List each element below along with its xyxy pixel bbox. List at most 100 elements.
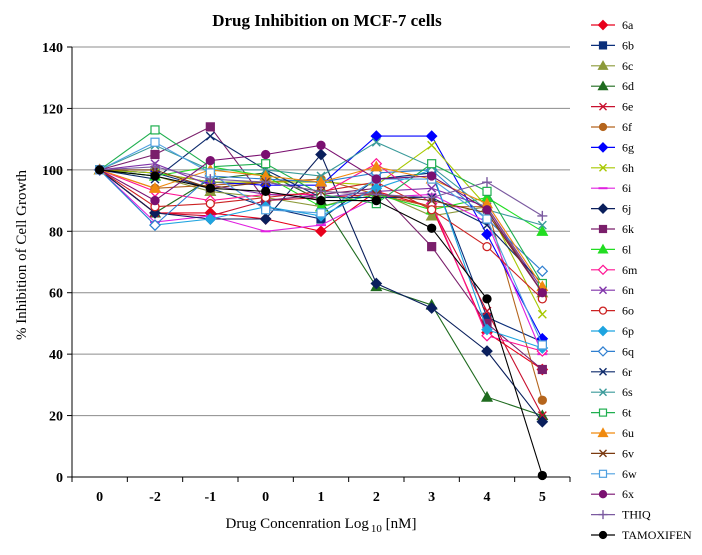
legend-marker <box>597 243 609 254</box>
legend-label: 6j <box>622 202 631 216</box>
legend-entry-6s: 6s <box>591 385 633 399</box>
legend-marker <box>597 142 609 153</box>
series-6g <box>93 130 549 345</box>
y-tick-label: 0 <box>56 471 63 486</box>
legend-marker <box>599 102 607 111</box>
legend-label: 6q <box>622 344 634 358</box>
legend-label: 6t <box>622 406 632 420</box>
data-point-TAMOXIFEN <box>371 195 381 206</box>
data-point-6q <box>536 265 549 278</box>
x-axis-label: Drug Concenration Log 10 [nM] <box>226 516 417 535</box>
legend-label: 6k <box>622 222 634 236</box>
data-point-6x <box>537 288 547 298</box>
legend-entry-6f: 6f <box>591 120 632 134</box>
legend-label: 6u <box>622 426 634 440</box>
data-point-6k <box>537 364 547 375</box>
data-point-THIQ <box>205 174 216 185</box>
x-tick-label: -1 <box>204 490 216 505</box>
data-point-6s <box>537 220 547 230</box>
data-point-6x <box>371 174 381 184</box>
data-point-6c <box>425 209 438 221</box>
data-point-6o <box>427 205 437 215</box>
legend-label: 6l <box>622 242 632 256</box>
legend-entry-6e: 6e <box>591 100 633 114</box>
data-point-6w <box>261 205 271 215</box>
series-6x <box>95 140 547 298</box>
legend-entry-6l: 6l <box>591 242 632 256</box>
legend-entry-6q: 6q <box>591 344 634 358</box>
legend-marker <box>597 325 609 337</box>
data-point-THIQ <box>260 177 271 188</box>
data-point-6x <box>261 149 271 160</box>
legend-label: THIQ <box>622 508 651 522</box>
data-point-6q <box>149 219 161 231</box>
legend-marker <box>597 19 609 31</box>
legend-entry-6u: 6u <box>591 426 634 440</box>
legend-marker <box>598 122 608 132</box>
data-point-TAMOXIFEN <box>482 294 492 304</box>
legend-label: 6x <box>622 487 634 501</box>
legend-entry-6k: 6k <box>591 222 634 236</box>
legend-marker <box>598 530 608 540</box>
data-point-6m <box>481 329 493 342</box>
chart-title: Drug Inhibition on MCF-7 cells <box>212 11 442 30</box>
data-point-6x <box>427 171 437 181</box>
legend: 6a 6b 6c 6d 6e 6f 6g 6h 6i 6j 6k 6l 6m 6n 6o 6p 6q 6r 6s 6t… <box>591 18 692 542</box>
legend-marker <box>597 346 609 357</box>
data-point-6x <box>205 155 215 166</box>
legend-marker <box>598 510 608 520</box>
legend-marker <box>599 449 607 458</box>
data-point-6p <box>481 323 493 336</box>
data-point-6h <box>537 309 547 319</box>
x-tick-label: 5 <box>539 490 546 505</box>
data-point-6t <box>427 159 437 169</box>
legend-marker <box>599 367 607 376</box>
legend-label: 6b <box>622 38 634 52</box>
legend-entry-6v: 6v <box>591 446 634 460</box>
data-point-6w <box>537 340 547 350</box>
legend-entry-6b: 6b <box>591 38 634 52</box>
data-point-TAMOXIFEN <box>427 223 437 233</box>
legend-entry-6w: 6w <box>591 467 637 481</box>
legend-marker <box>599 388 607 397</box>
data-point-6j <box>370 277 383 290</box>
y-tick-label: 140 <box>42 41 63 56</box>
axes <box>67 46 571 482</box>
series-lines <box>93 122 549 481</box>
legend-entry-TAMOXIFEN: TAMOXIFEN <box>591 528 692 542</box>
data-point-6u <box>314 175 328 187</box>
series-line-6k <box>99 126 543 370</box>
data-point-6a <box>315 225 327 238</box>
data-point-6j <box>425 302 438 314</box>
x-tick-label: 0 <box>262 490 269 505</box>
data-point-THIQ <box>150 161 160 172</box>
data-point-6g <box>425 130 438 142</box>
legend-label: 6e <box>622 100 633 114</box>
y-tick-label: 100 <box>42 164 63 179</box>
data-point-6g <box>370 130 383 142</box>
data-point-6u <box>370 160 383 172</box>
data-point-6o <box>205 198 215 209</box>
legend-entry-6m: 6m <box>591 263 638 277</box>
data-point-THIQ <box>482 177 492 188</box>
legend-label: 6n <box>622 283 634 297</box>
series-TAMOXIFEN <box>95 165 547 481</box>
data-point-6t <box>482 186 492 196</box>
y-tick-label: 20 <box>49 410 63 425</box>
data-point-THIQ <box>316 186 326 197</box>
x-axis-label-unit: [nM] <box>382 516 417 532</box>
legend-label: 6r <box>622 365 632 379</box>
data-point-6w <box>316 208 326 218</box>
data-point-6r <box>205 131 215 141</box>
legend-marker <box>597 203 609 214</box>
y-tick-label: 120 <box>42 102 63 117</box>
data-point-6j <box>481 345 493 357</box>
x-tick-label: 4 <box>484 490 491 505</box>
legend-label: 6p <box>622 324 634 338</box>
legend-marker <box>598 41 608 50</box>
data-point-THIQ <box>537 210 548 221</box>
y-tick-label: 40 <box>49 348 63 363</box>
legend-label: 6s <box>622 385 633 399</box>
legend-entry-6p: 6p <box>591 324 634 338</box>
